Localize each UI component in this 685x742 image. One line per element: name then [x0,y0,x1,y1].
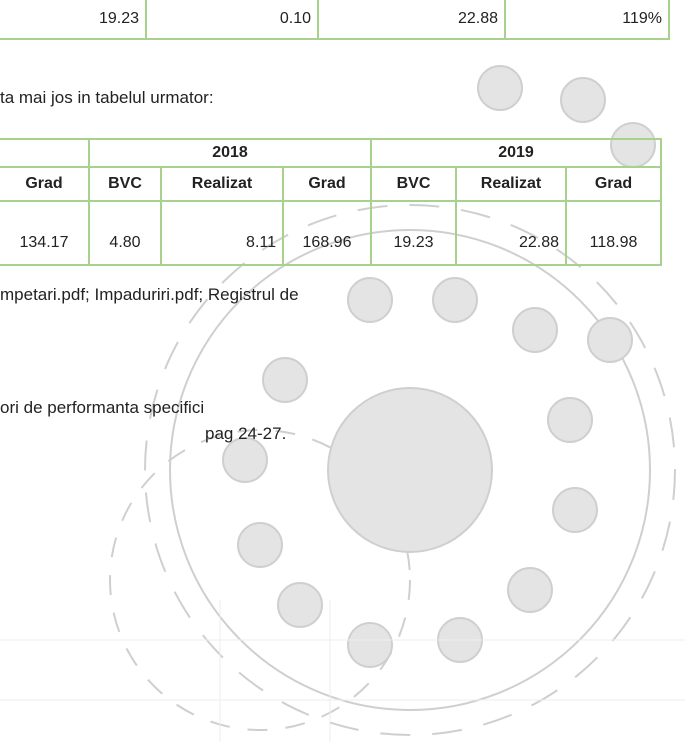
column-header: Realizat [457,168,567,202]
cell: 118.98 [567,202,662,266]
text-line: mpetari.pdf; Impaduriri.pdf; Registrul d… [0,285,299,304]
column-header: Realizat [162,168,284,202]
cell: 119% [506,0,670,40]
cell: 168.96 [284,202,372,266]
cell: 22.88 [457,202,567,266]
intro-text: ta mai jos in tabelul urmator: [0,88,214,107]
cell: 8.11 [162,202,284,266]
cell: 19.23 [0,0,147,40]
column-header: BVC [90,168,162,202]
cell: 134.17 [0,202,90,266]
cell: 0.10 [147,0,319,40]
column-header: BVC [372,168,457,202]
cell: 19.23 [372,202,457,266]
text-line: ori de performanta specifici [0,398,205,417]
column-header: Grad [567,168,662,202]
year-header: 2018 [90,138,372,168]
year-header: 2019 [372,138,662,168]
text-line: pag 24-27. [205,424,287,443]
cell: 4.80 [90,202,162,266]
cell: 22.88 [319,0,506,40]
column-header: Grad [284,168,372,202]
cell [0,138,90,168]
column-header: Grad [0,168,90,202]
